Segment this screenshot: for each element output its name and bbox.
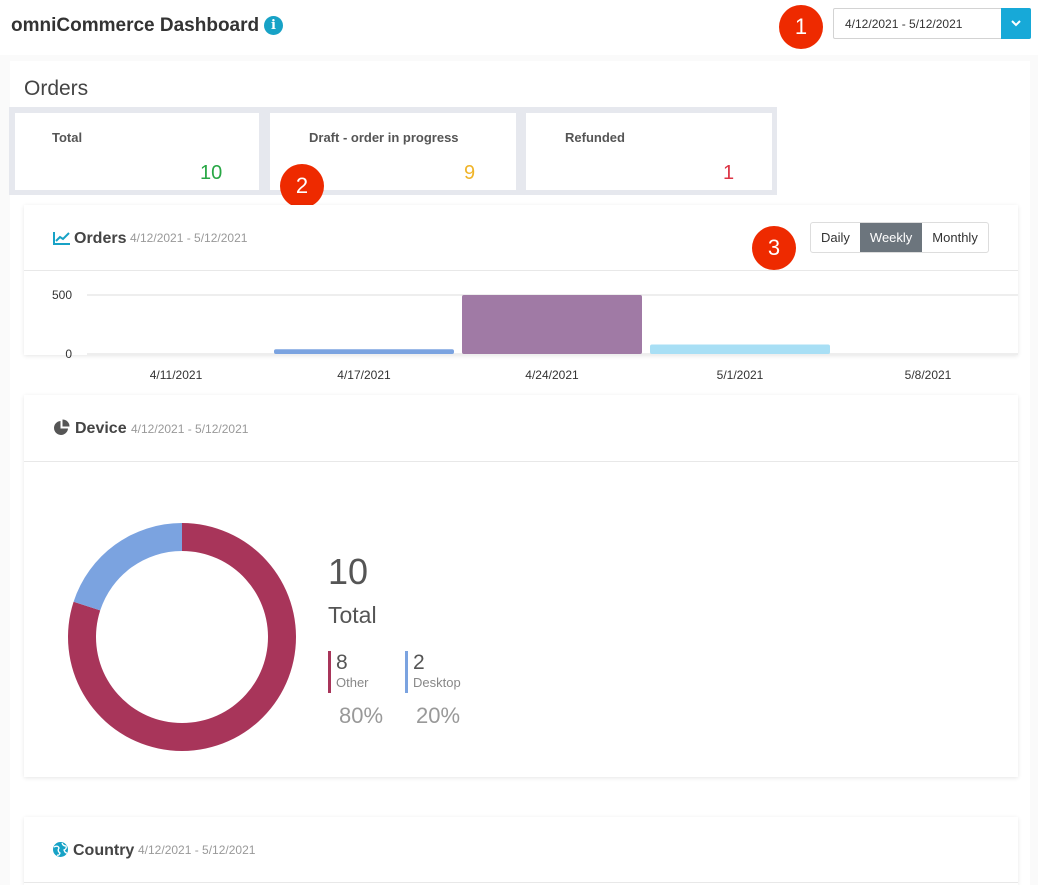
bar[interactable] bbox=[650, 344, 830, 354]
legend-count: 8 bbox=[336, 651, 348, 674]
x-tick-label: 4/24/2021 bbox=[525, 368, 579, 382]
x-tick-label: 5/8/2021 bbox=[905, 368, 952, 382]
line-chart-icon bbox=[53, 232, 70, 245]
orders-panel-date: 4/12/2021 - 5/12/2021 bbox=[130, 231, 248, 245]
date-range-value: 4/12/2021 - 5/12/2021 bbox=[845, 17, 963, 31]
device-percent-desktop: 20% bbox=[416, 703, 461, 728]
device-panel-title: Device bbox=[75, 420, 127, 437]
callout-badge-3: 3 bbox=[752, 226, 796, 270]
y-tick-label: 0 bbox=[65, 347, 72, 361]
chevron-down-icon bbox=[1011, 20, 1021, 27]
orders-panel-title: Orders bbox=[74, 230, 127, 247]
stat-label: Draft - order in progress bbox=[309, 130, 459, 145]
orders-bar-chart: 0 500 4/11/2021 4/17/2021 4/24/2021 5/1/2021 5… bbox=[52, 288, 1018, 382]
legend-color-bar bbox=[405, 651, 408, 693]
stat-card-refunded: Refunded 1 bbox=[526, 113, 772, 190]
panel-divider bbox=[24, 882, 1018, 883]
globe-icon bbox=[53, 842, 68, 857]
pie-chart-icon bbox=[54, 419, 70, 435]
y-tick-label: 500 bbox=[52, 288, 72, 302]
stat-value: 9 bbox=[464, 162, 476, 184]
stat-label: Refunded bbox=[565, 130, 625, 145]
stat-label: Total bbox=[52, 130, 83, 145]
panel-divider bbox=[24, 461, 1018, 462]
x-tick-label: 4/11/2021 bbox=[150, 368, 203, 382]
country-panel-date: 4/12/2021 - 5/12/2021 bbox=[138, 843, 256, 857]
device-panel bbox=[24, 395, 1018, 777]
date-range-dropdown-button[interactable] bbox=[1001, 8, 1031, 39]
stat-value: 10 bbox=[200, 162, 223, 184]
device-total-value: 10 bbox=[328, 551, 369, 592]
panel-divider bbox=[24, 270, 1018, 271]
date-range-picker[interactable]: 4/12/2021 - 5/12/2021 bbox=[833, 8, 1031, 39]
legend-name: Other bbox=[336, 675, 369, 690]
orders-heading: Orders bbox=[24, 77, 89, 100]
bar[interactable] bbox=[462, 295, 642, 354]
granularity-toggle: Daily Weekly Monthly bbox=[810, 222, 989, 253]
bar[interactable] bbox=[274, 349, 454, 354]
device-donut-chart bbox=[68, 523, 296, 751]
callout-badge-1: 1 bbox=[779, 5, 823, 49]
device-total-label: Total bbox=[328, 602, 377, 628]
legend-name: Desktop bbox=[413, 675, 461, 690]
device-panel-date: 4/12/2021 - 5/12/2021 bbox=[131, 422, 249, 436]
weekly-button[interactable]: Weekly bbox=[859, 223, 923, 252]
country-panel-title: Country bbox=[73, 842, 135, 859]
device-percent-other: 80% bbox=[339, 703, 384, 728]
legend-count: 2 bbox=[413, 651, 425, 674]
device-legend-desktop: 2 Desktop bbox=[405, 651, 461, 693]
x-tick-label: 4/17/2021 bbox=[337, 368, 391, 382]
callout-badge-2: 2 bbox=[280, 164, 324, 208]
stat-card-total: Total 10 bbox=[15, 113, 259, 190]
page-title: omniCommerce Dashboard bbox=[11, 15, 260, 36]
legend-color-bar bbox=[328, 651, 331, 693]
stat-value: 1 bbox=[723, 162, 735, 184]
country-panel bbox=[24, 817, 1018, 885]
daily-button[interactable]: Daily bbox=[821, 230, 850, 245]
monthly-button[interactable]: Monthly bbox=[932, 230, 978, 245]
x-tick-label: 5/1/2021 bbox=[717, 368, 764, 382]
info-icon[interactable]: i bbox=[264, 16, 283, 35]
device-legend-other: 8 Other bbox=[328, 651, 369, 693]
donut-slice-desktop[interactable] bbox=[73, 523, 182, 611]
